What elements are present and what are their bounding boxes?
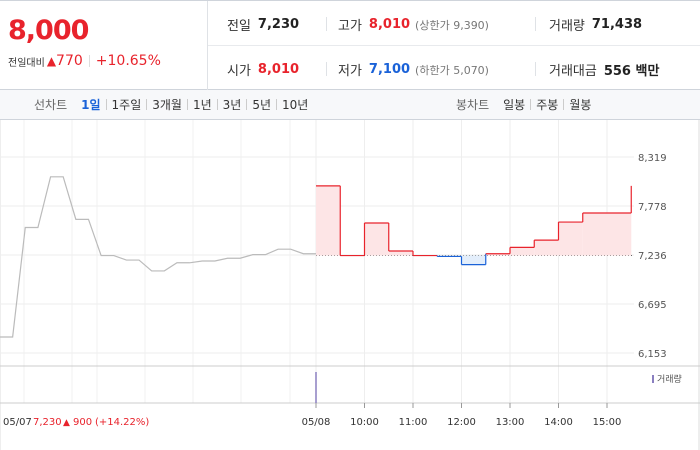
quote-header: 8,000 전일대비 ▲ 770 +10.65% 전일 7,230 고가 8,0…: [0, 0, 700, 90]
volume-value: 71,438: [591, 17, 643, 32]
divider: [530, 99, 532, 110]
divider: [326, 62, 327, 76]
area-fill: [510, 247, 535, 256]
prev-day-change-pct: (+14.22%): [95, 417, 149, 428]
divider: [105, 99, 107, 110]
low-value: 7,100: [368, 62, 411, 77]
price-block: 8,000 전일대비 ▲ 770 +10.65%: [0, 1, 208, 90]
divider: [535, 17, 536, 31]
up-arrow-icon: ▲: [46, 54, 57, 68]
chart-tabs: 선차트 1일 1주일 3개월 1년 3년 5년 10년 봉차트 일봉 주봉 월봉: [0, 90, 700, 120]
divider: [535, 62, 536, 76]
x-tick-label: 05/08: [302, 417, 331, 428]
area-fill: [582, 213, 632, 256]
change-percent: +10.65%: [95, 53, 161, 69]
high-label: 고가: [338, 19, 362, 34]
prev-close: 전일 7,230: [227, 15, 299, 34]
quote-info-grid: 전일 7,230 고가 8,010 (상한가 9,390) 거래량 71,438…: [208, 1, 700, 90]
high-price: 고가 8,010 (상한가 9,390): [338, 15, 489, 34]
upper-limit: (상한가 9,390): [415, 18, 489, 32]
amount-value: 556 백만: [603, 64, 660, 79]
prev-day-close: 7,230: [33, 417, 62, 428]
line-chart-tabs: 선차트 1일 1주일 3개월 1년 3년 5년 10년: [34, 90, 313, 119]
low-price: 저가 7,100 (하한가 5,070): [338, 60, 489, 79]
y-tick-label: 7,778: [638, 202, 667, 213]
prev-close-value: 7,230: [257, 17, 300, 32]
volume-legend-label: 거래량: [657, 373, 682, 385]
x-tick-label: 14:00: [544, 417, 573, 428]
divider: [146, 99, 148, 110]
divider: [563, 99, 565, 110]
price-chart: 8,319 7,778 7,236 6,695 6,153 거래량 05/08 10:00 11…: [0, 120, 700, 450]
tab-daily[interactable]: 일봉: [503, 98, 526, 112]
area-fill: [316, 185, 341, 256]
tab-3m[interactable]: 3개월: [152, 98, 182, 112]
prev-day-line: [0, 176, 316, 338]
area-fill: [388, 251, 413, 256]
prev-day-change: 900: [73, 417, 92, 428]
candle-chart-label: 봉차트: [456, 98, 490, 112]
current-price: 8,000: [8, 15, 89, 46]
x-tick-label: 15:00: [593, 417, 622, 428]
amount-label: 거래대금: [549, 64, 597, 79]
chart-background: [0, 120, 700, 450]
tab-5y[interactable]: 5년: [252, 98, 272, 112]
prev-close-label: 전일: [227, 19, 251, 34]
tab-monthly[interactable]: 월봉: [569, 98, 592, 112]
divider: [186, 99, 188, 110]
divider: [216, 99, 218, 110]
tab-1y[interactable]: 1년: [192, 98, 212, 112]
change-value: 770: [56, 53, 83, 69]
divider: [246, 99, 248, 110]
y-tick-label: 6,153: [638, 349, 667, 360]
change-label: 전일대비: [8, 57, 45, 69]
high-value: 8,010: [368, 17, 411, 32]
tab-3y[interactable]: 3년: [222, 98, 242, 112]
y-tick-label: 7,236: [638, 251, 667, 262]
x-tick-label: 13:00: [496, 417, 525, 428]
x-tick-label: 10:00: [350, 417, 379, 428]
area-fill: [558, 222, 583, 256]
divider: [208, 45, 700, 46]
tab-10y[interactable]: 10년: [282, 98, 309, 112]
prev-day-date: 05/07: [3, 417, 32, 428]
up-arrow-icon: ▲: [63, 418, 70, 428]
volume-legend-swatch: [652, 375, 654, 383]
price-chart-svg: 8,319 7,778 7,236 6,695 6,153 거래량 05/08 10:00 11…: [0, 120, 700, 450]
tab-1d[interactable]: 1일: [81, 98, 101, 112]
candle-chart-tabs: 봉차트 일봉 주봉 월봉: [456, 90, 596, 119]
volume-label: 거래량: [549, 19, 585, 34]
open-value: 8,010: [257, 62, 300, 77]
trade-amount: 거래대금 556 백만: [549, 60, 659, 79]
lower-limit: (하한가 5,070): [415, 63, 489, 77]
x-tick-label: 11:00: [399, 417, 428, 428]
area-fill: [461, 255, 486, 265]
line-chart-label: 선차트: [34, 98, 68, 112]
y-tick-label: 6,695: [638, 300, 667, 311]
open-price: 시가 8,010: [227, 60, 299, 79]
tab-1w[interactable]: 1주일: [111, 98, 142, 112]
area-fill: [364, 222, 389, 256]
change-row: 전일대비 ▲ 770 +10.65%: [8, 53, 161, 69]
tab-weekly[interactable]: 주봉: [536, 98, 559, 112]
x-tick-label: 12:00: [447, 417, 476, 428]
open-label: 시가: [227, 64, 251, 79]
volume: 거래량 71,438: [549, 15, 642, 34]
divider: [88, 55, 90, 67]
low-label: 저가: [338, 64, 362, 79]
divider: [276, 99, 278, 110]
area-fill: [534, 240, 559, 256]
divider: [326, 17, 327, 31]
y-tick-label: 8,319: [638, 153, 667, 164]
